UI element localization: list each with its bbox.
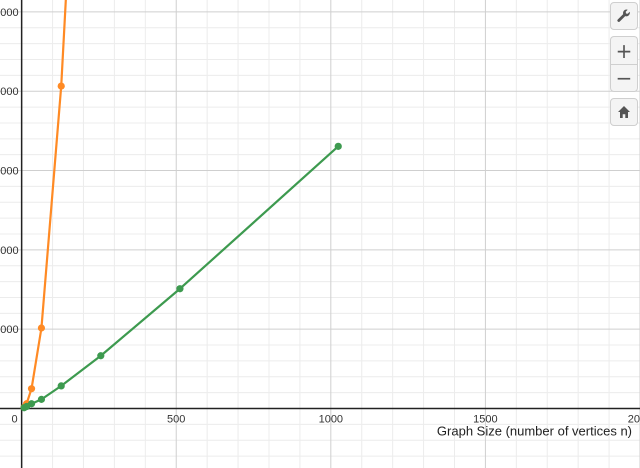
series-line-green bbox=[23, 145, 339, 409]
data-point-green[interactable] bbox=[334, 142, 342, 150]
x-tick-label: 1000 bbox=[319, 414, 343, 426]
data-point-orange[interactable] bbox=[57, 82, 65, 90]
data-point-green[interactable] bbox=[97, 352, 105, 360]
series-line-orange bbox=[23, 0, 67, 408]
x-tick-label: 500 bbox=[167, 414, 185, 426]
y-tick-label: 10000 bbox=[0, 7, 19, 19]
plus-icon: + bbox=[615, 38, 633, 63]
home-icon bbox=[618, 106, 630, 118]
data-point-green[interactable] bbox=[57, 382, 65, 390]
minus-icon: − bbox=[615, 66, 633, 90]
settings-button[interactable] bbox=[610, 2, 638, 30]
x-tick-label: 0 bbox=[12, 414, 18, 426]
data-point-green[interactable] bbox=[176, 285, 184, 293]
x-tick-label: 1500 bbox=[473, 414, 497, 426]
data-point-green[interactable] bbox=[27, 400, 36, 408]
data-point-green[interactable] bbox=[37, 395, 46, 403]
x-axis-title: Graph Size (number of vertices n) bbox=[437, 424, 632, 439]
series-layer bbox=[20, 0, 342, 412]
wrench-icon bbox=[617, 9, 630, 22]
y-tick-label: 6000 bbox=[0, 166, 19, 178]
data-point-orange[interactable] bbox=[37, 324, 46, 332]
y-tick-label: 8000 bbox=[0, 86, 19, 98]
data-point-orange[interactable] bbox=[27, 385, 36, 393]
y-tick-label: 4000 bbox=[0, 245, 19, 257]
zoom-out-button[interactable]: − bbox=[610, 64, 638, 92]
home-button[interactable] bbox=[610, 98, 638, 126]
zoom-in-button[interactable]: + bbox=[610, 36, 638, 64]
graph-toolbar: + − bbox=[610, 2, 638, 126]
